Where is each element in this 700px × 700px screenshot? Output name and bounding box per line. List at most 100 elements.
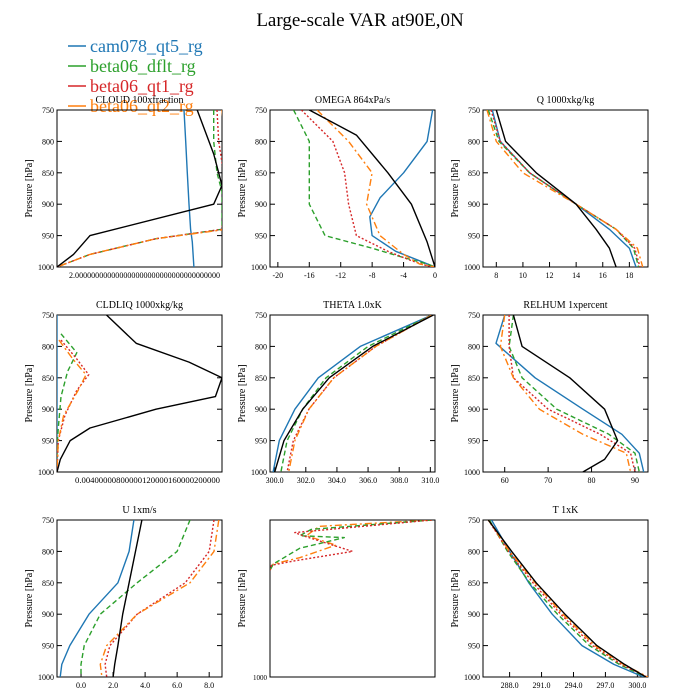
x-tick-label: 294.0 bbox=[564, 681, 582, 690]
x-tick-label: 4.0 bbox=[140, 681, 150, 690]
y-tick-label: 1000 bbox=[464, 673, 480, 682]
x-tick-label: 8 bbox=[494, 271, 498, 280]
y-tick-label: 950 bbox=[42, 232, 54, 241]
x-tick-label: 18 bbox=[625, 271, 633, 280]
y-axis-label: Pressure [hPa] bbox=[450, 364, 461, 422]
chart-panel: OMEGA 864xPa/s Pressure [hPa] 750 800 850 900… bbox=[237, 95, 437, 280]
y-tick-label: 850 bbox=[42, 374, 54, 383]
y-tick-label: 800 bbox=[468, 342, 480, 351]
x-tick-label: 297.0 bbox=[596, 681, 614, 690]
series-line-red bbox=[57, 110, 222, 267]
series-line-red bbox=[487, 520, 648, 677]
y-tick-label: 850 bbox=[468, 579, 480, 588]
series-line-green bbox=[487, 110, 640, 267]
legend-label: beta06_dflt_rg bbox=[90, 56, 196, 76]
y-tick-label: 850 bbox=[255, 374, 267, 383]
y-tick-label: 950 bbox=[42, 642, 54, 651]
chart-panel: Q 1000xkg/kg Pressure [hPa] 750 800 850 900 95… bbox=[450, 95, 649, 280]
y-tick-label: 1000 bbox=[38, 263, 54, 272]
x-tick-label: 302.0 bbox=[297, 476, 315, 485]
series-line-orange bbox=[499, 315, 632, 472]
plot-frame bbox=[56, 519, 223, 678]
y-tick-label: 750 bbox=[255, 311, 267, 320]
series-line-blue bbox=[490, 520, 644, 677]
y-tick-label: 1000 bbox=[38, 673, 54, 682]
y-tick-label: 1000 bbox=[464, 468, 480, 477]
y-tick-label: 800 bbox=[255, 342, 267, 351]
chart-panel: CLOUD 100xfraction Pressure [hPa] 750 800 85… bbox=[24, 95, 223, 280]
y-tick-label: 900 bbox=[42, 200, 54, 209]
y-tick-label: 750 bbox=[468, 311, 480, 320]
series-line-blue bbox=[495, 315, 645, 472]
series-line-red bbox=[508, 315, 636, 472]
x-tick-label: 6.0 bbox=[172, 681, 182, 690]
y-tick-label: 750 bbox=[42, 516, 54, 525]
y-tick-label: 950 bbox=[468, 642, 480, 651]
y-tick-label: 750 bbox=[468, 516, 480, 525]
plot-frame bbox=[269, 519, 436, 678]
x-tick-label: -4 bbox=[400, 271, 407, 280]
panel-title: THETA 1.0xK bbox=[323, 300, 382, 311]
x-tick-label: 90 bbox=[631, 476, 639, 485]
y-tick-label: 900 bbox=[42, 610, 54, 619]
x-tick-label: 80 bbox=[588, 476, 596, 485]
x-tick-label: 2.0 bbox=[108, 681, 118, 690]
series-line-orange bbox=[487, 520, 648, 677]
y-tick-label: 900 bbox=[468, 610, 480, 619]
panel-title: CLDLIQ 1000xkg/kg bbox=[96, 300, 183, 311]
x-tick-label: 60 bbox=[501, 476, 509, 485]
panel-title: Q 1000xkg/kg bbox=[537, 95, 595, 106]
series-line-blue bbox=[183, 110, 195, 267]
y-axis-label: Pressure [hPa] bbox=[24, 159, 35, 217]
series-line-orange bbox=[270, 520, 432, 571]
figure-title: Large-scale VAR at90E,0N bbox=[256, 10, 464, 31]
x-tick-label: 0 bbox=[433, 271, 437, 280]
x-tick-label: 306.0 bbox=[359, 476, 377, 485]
series-line-black bbox=[57, 110, 222, 267]
x-tick-label: 10 bbox=[519, 271, 527, 280]
plot-frame bbox=[482, 109, 649, 268]
y-tick-label: 1000 bbox=[251, 468, 267, 477]
series-line-green bbox=[292, 110, 435, 267]
y-tick-label: 1000 bbox=[253, 674, 268, 682]
y-tick-label: 750 bbox=[255, 106, 267, 115]
series-line-orange bbox=[316, 110, 435, 267]
series-line-green bbox=[80, 520, 191, 677]
y-tick-label: 800 bbox=[468, 137, 480, 146]
y-tick-label: 800 bbox=[42, 547, 54, 556]
series-line-red bbox=[300, 110, 435, 267]
x-tick-label: 0.0 bbox=[76, 681, 86, 690]
y-tick-label: 750 bbox=[42, 106, 54, 115]
y-tick-label: 900 bbox=[42, 405, 54, 414]
series-line-blue bbox=[369, 110, 435, 267]
panel-title: T 1xK bbox=[553, 505, 579, 516]
series-line-red bbox=[286, 315, 433, 472]
series-line-black bbox=[308, 110, 435, 267]
y-tick-label: 900 bbox=[468, 405, 480, 414]
series-line-green bbox=[280, 315, 433, 472]
y-tick-label: 800 bbox=[255, 137, 267, 146]
series-line-orange bbox=[99, 520, 220, 677]
y-tick-label: 750 bbox=[42, 311, 54, 320]
y-axis-label: Pressure [hPa] bbox=[24, 364, 35, 422]
y-tick-label: 800 bbox=[42, 137, 54, 146]
series-line-green bbox=[508, 315, 640, 472]
x-tick-label: 2.000000000000000000000000000000000000 bbox=[69, 271, 220, 280]
y-tick-label: 800 bbox=[468, 547, 480, 556]
y-tick-label: 800 bbox=[42, 342, 54, 351]
x-tick-label: 308.0 bbox=[390, 476, 408, 485]
panel-title: U 1xm/s bbox=[122, 505, 156, 516]
series-line-red bbox=[490, 110, 641, 267]
y-tick-label: 750 bbox=[468, 106, 480, 115]
series-line-green bbox=[488, 520, 647, 677]
y-tick-label: 1000 bbox=[251, 263, 267, 272]
series-line-black bbox=[495, 110, 617, 267]
y-tick-label: 1000 bbox=[464, 263, 480, 272]
legend-label: beta06_qt1_rg bbox=[90, 76, 194, 96]
chart-panel: T 1xK Pressure [hPa] 750 800 850 900 950 1000 28… bbox=[450, 505, 649, 690]
x-tick-label: 70 bbox=[544, 476, 552, 485]
series-line-blue bbox=[272, 315, 433, 472]
x-tick-label: -8 bbox=[369, 271, 376, 280]
